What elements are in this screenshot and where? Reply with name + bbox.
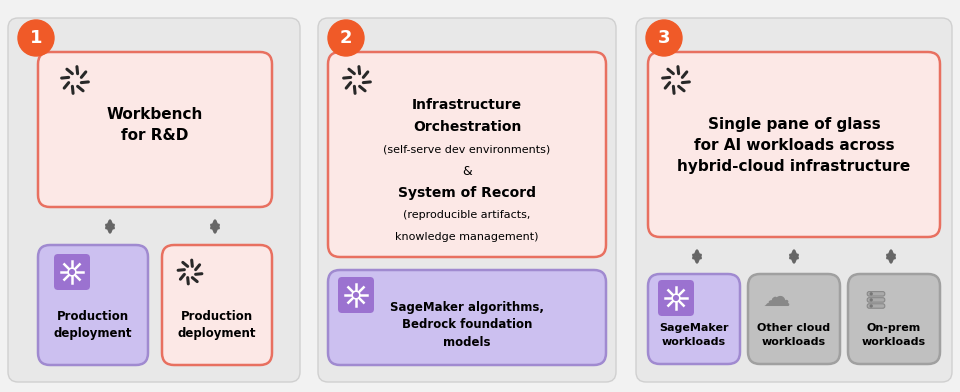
Text: (self-serve dev environments): (self-serve dev environments) <box>383 144 551 154</box>
Circle shape <box>870 299 873 301</box>
Circle shape <box>18 20 54 56</box>
Text: ☁: ☁ <box>762 284 790 312</box>
FancyBboxPatch shape <box>867 298 885 302</box>
Text: System of Record: System of Record <box>398 186 536 200</box>
FancyBboxPatch shape <box>867 304 885 308</box>
Text: 3: 3 <box>658 29 670 47</box>
Text: SageMaker algorithms,
Bedrock foundation
models: SageMaker algorithms, Bedrock foundation… <box>390 301 544 349</box>
Text: On-prem
workloads: On-prem workloads <box>862 323 926 347</box>
Circle shape <box>352 291 360 299</box>
Text: Single pane of glass
for AI workloads across
hybrid-cloud infrastructure: Single pane of glass for AI workloads ac… <box>678 116 911 174</box>
Text: Production
deployment: Production deployment <box>54 310 132 340</box>
Text: Infrastructure: Infrastructure <box>412 98 522 112</box>
Text: 2: 2 <box>340 29 352 47</box>
FancyBboxPatch shape <box>648 274 740 364</box>
FancyBboxPatch shape <box>648 52 940 237</box>
FancyBboxPatch shape <box>748 274 840 364</box>
Text: Workbench
for R&D: Workbench for R&D <box>107 107 204 143</box>
Text: (reproducible artifacts,: (reproducible artifacts, <box>403 210 531 220</box>
FancyBboxPatch shape <box>328 52 606 257</box>
FancyBboxPatch shape <box>54 254 90 290</box>
Text: Production
deployment: Production deployment <box>178 310 256 340</box>
Circle shape <box>674 296 679 300</box>
Circle shape <box>870 293 873 295</box>
Circle shape <box>70 270 74 274</box>
Circle shape <box>353 293 358 298</box>
Circle shape <box>68 268 76 276</box>
Text: Orchestration: Orchestration <box>413 120 521 134</box>
FancyBboxPatch shape <box>8 18 300 382</box>
Text: &: & <box>462 165 472 178</box>
FancyBboxPatch shape <box>38 245 148 365</box>
FancyBboxPatch shape <box>162 245 272 365</box>
FancyBboxPatch shape <box>338 277 374 313</box>
Circle shape <box>870 305 873 307</box>
Text: SageMaker
workloads: SageMaker workloads <box>660 323 729 347</box>
FancyBboxPatch shape <box>328 270 606 365</box>
FancyBboxPatch shape <box>658 280 694 316</box>
FancyBboxPatch shape <box>867 292 885 296</box>
FancyBboxPatch shape <box>636 18 952 382</box>
FancyBboxPatch shape <box>318 18 616 382</box>
Text: 1: 1 <box>30 29 42 47</box>
Circle shape <box>328 20 364 56</box>
Text: knowledge management): knowledge management) <box>396 232 539 242</box>
FancyBboxPatch shape <box>848 274 940 364</box>
Text: Other cloud
workloads: Other cloud workloads <box>757 323 830 347</box>
FancyBboxPatch shape <box>38 52 272 207</box>
Circle shape <box>672 294 680 302</box>
Circle shape <box>646 20 682 56</box>
